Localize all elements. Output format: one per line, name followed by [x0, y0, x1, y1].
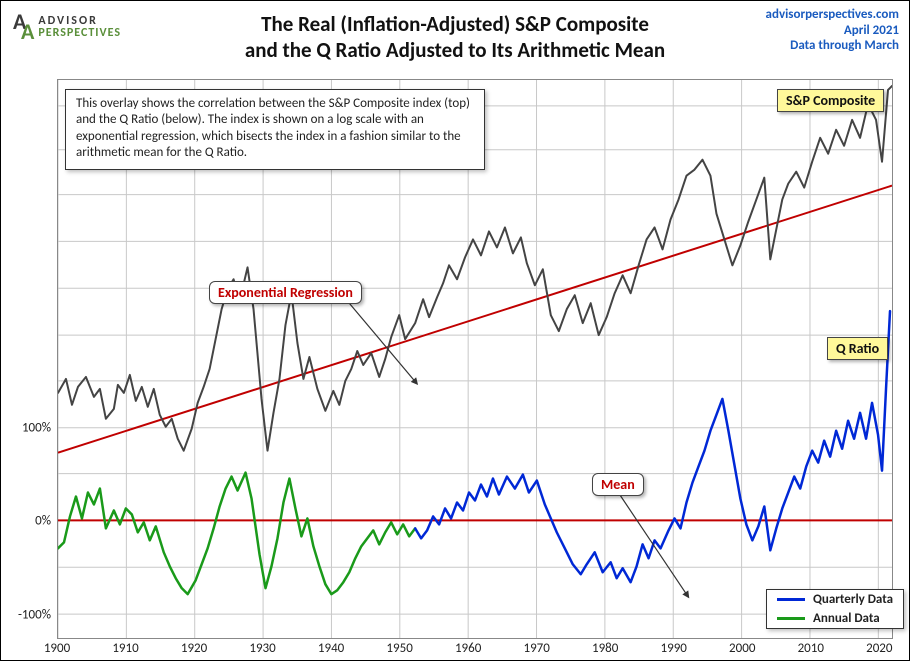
chart-frame: A A ADVISOR PERSPECTIVES The Real (Infla… — [0, 0, 910, 661]
x-tick: 2010 — [798, 641, 824, 656]
y-tick: 100% — [1, 421, 51, 436]
header-range: Data through March — [766, 38, 899, 54]
x-tick: 1950 — [386, 641, 412, 656]
x-tick: 1960 — [455, 641, 481, 656]
description-box: This overlay shows the correlation betwe… — [65, 89, 485, 170]
tag-q-text: Q Ratio — [836, 340, 879, 357]
source-link[interactable]: advisorperspectives.com — [766, 7, 899, 22]
tag-sp-text: S&P Composite — [786, 92, 875, 109]
tag-q-ratio: Q Ratio — [827, 337, 888, 360]
x-tick: 1900 — [44, 641, 70, 656]
legend: Quarterly Data Annual Data — [766, 589, 904, 629]
legend-swatch — [777, 598, 805, 601]
callout-mean-label: Mean — [601, 476, 635, 493]
x-tick: 1930 — [249, 641, 275, 656]
callout-exp-regression: Exponential Regression — [209, 281, 362, 304]
x-tick: 1970 — [523, 641, 549, 656]
x-tick: 2020 — [866, 641, 892, 656]
x-tick: 1990 — [661, 641, 687, 656]
y-tick: -100% — [1, 608, 51, 623]
legend-label: Annual Data — [813, 611, 880, 626]
x-tick: 1910 — [112, 641, 138, 656]
header-right: advisorperspectives.com April 2021 Data … — [766, 7, 899, 54]
x-tick: 2000 — [729, 641, 755, 656]
legend-swatch — [777, 617, 805, 620]
callout-exp-regression-label: Exponential Regression — [218, 284, 353, 301]
legend-label: Quarterly Data — [813, 592, 893, 607]
callout-mean: Mean — [592, 473, 644, 496]
header-date: April 2021 — [766, 23, 899, 39]
tag-sp-composite: S&P Composite — [777, 89, 884, 112]
x-tick: 1940 — [318, 641, 344, 656]
legend-row: Quarterly Data — [767, 590, 903, 609]
x-tick: 1920 — [181, 641, 207, 656]
y-tick: 0% — [1, 514, 51, 529]
description-text: This overlay shows the correlation betwe… — [76, 96, 470, 160]
legend-row: Annual Data — [767, 609, 903, 628]
x-tick: 1980 — [592, 641, 618, 656]
